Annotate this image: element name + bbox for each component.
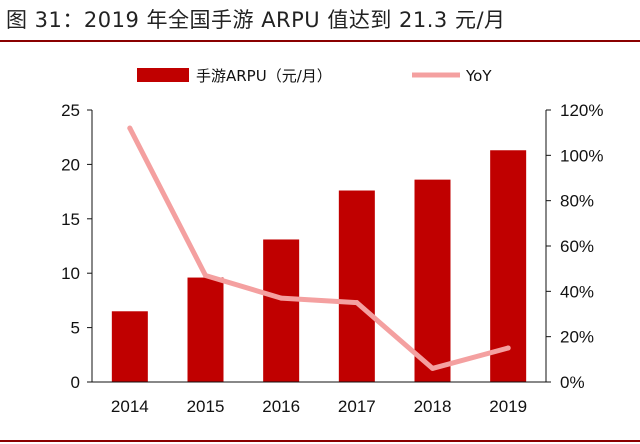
x-tick-label: 2014 [111,397,149,416]
yoy-point-2014 [127,125,133,131]
right-tick-label: 60% [560,237,594,256]
x-tick-label: 2018 [414,397,452,416]
legend-label-line: YoY [465,67,492,85]
x-tick-label: 2019 [489,397,527,416]
right-tick-label: 120% [560,101,603,120]
left-tick-label: 5 [71,319,80,338]
legend-label-bar: 手游ARPU（元/月） [196,67,332,85]
x-tick-label: 2015 [187,397,225,416]
yoy-point-2018 [430,365,435,371]
x-tick-label: 2017 [338,397,376,416]
axes: 0 5 10 15 20 25 0% 20% 40% 60% 80% 100% 120% 2014 2015… [61,101,603,416]
legend: 手游ARPU（元/月） YoY [137,67,492,85]
yoy-series [127,125,511,371]
title-rule [0,40,640,42]
bar-2016 [263,239,300,382]
yoy-point-2016 [278,295,284,301]
right-tick-label: 20% [560,328,594,347]
yoy-point-2017 [354,300,360,306]
bar-2015 [187,277,224,382]
yoy-point-2015 [203,272,208,278]
footer-rule [0,440,640,442]
left-tick-label: 25 [61,101,80,120]
bar-2017 [338,190,375,382]
right-tick-label: 80% [560,192,594,211]
bar-2019 [490,150,527,382]
right-tick-label: 100% [560,146,603,165]
yoy-point-2019 [505,345,511,351]
bar-series [111,150,527,382]
right-tick-label: 0% [560,373,585,392]
left-tick-label: 0 [71,373,80,392]
legend-swatch-bar [137,68,189,82]
yoy-line [127,125,511,371]
right-tick-label: 40% [560,282,594,301]
bar-2014 [111,311,148,382]
bar-2018 [414,179,451,382]
left-tick-label: 15 [61,210,80,229]
figure-title: 图 31：2019 年全国手游 ARPU 值达到 21.3 元/月 [6,8,506,32]
left-tick-label: 10 [61,264,80,283]
x-tick-label: 2016 [262,397,300,416]
left-tick-label: 20 [61,155,80,174]
